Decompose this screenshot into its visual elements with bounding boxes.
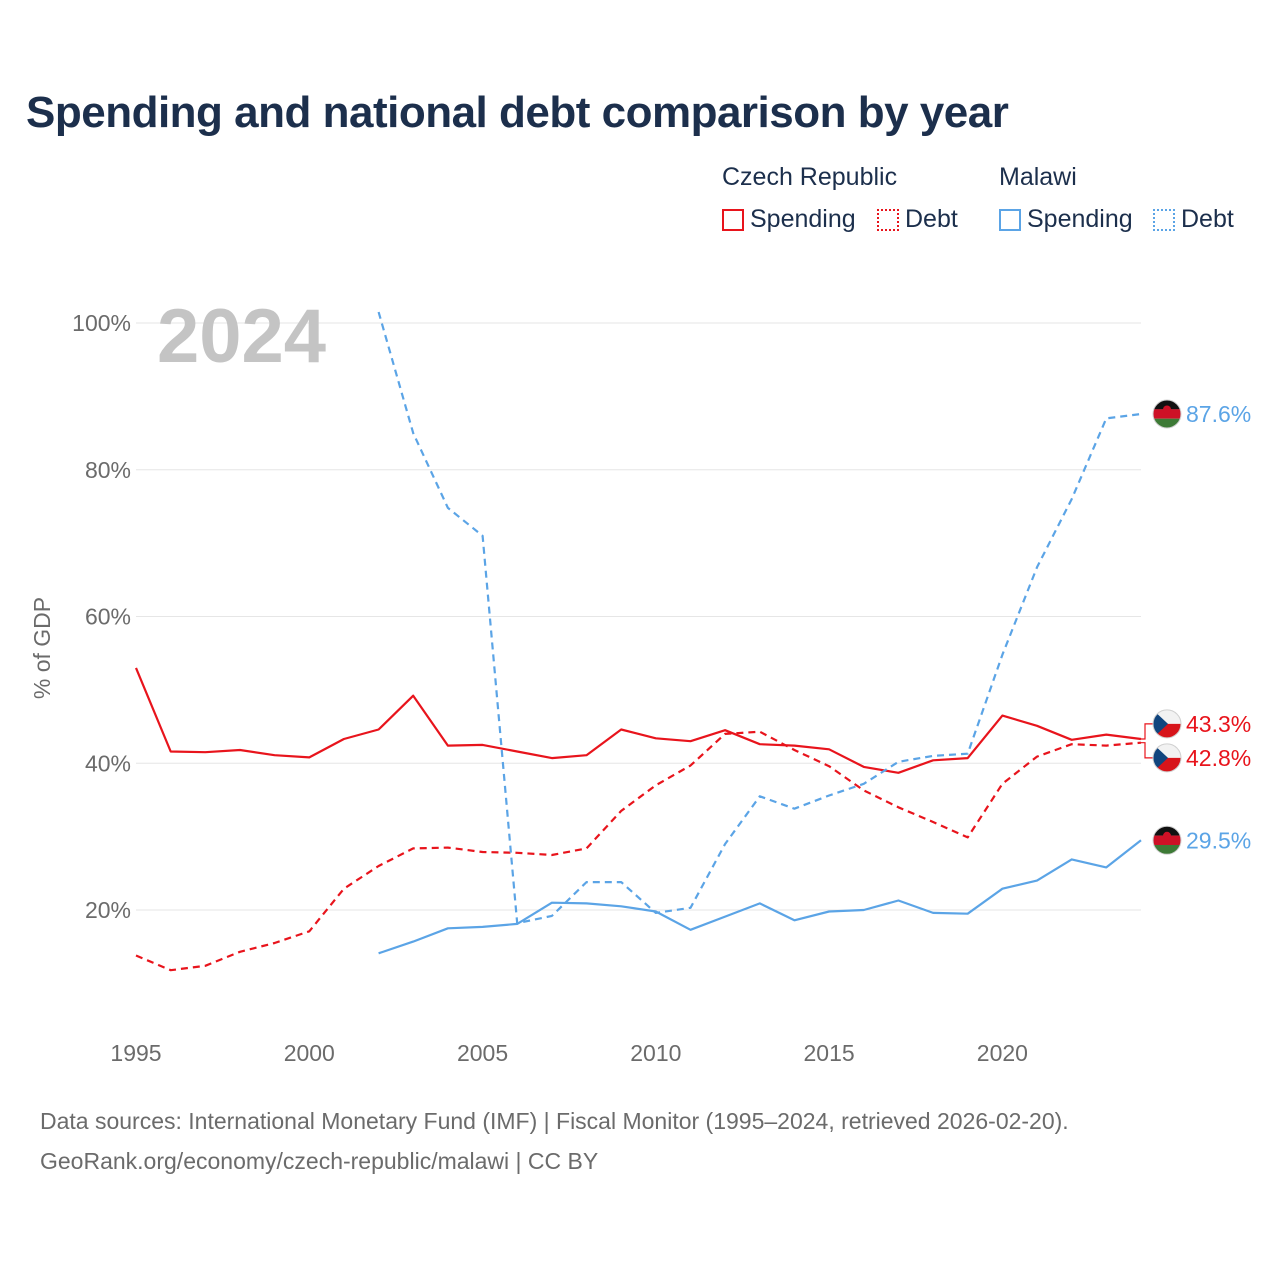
x-tick-label: 2010: [630, 1040, 681, 1066]
series-line-czech-republic-spending[interactable]: [134, 667, 1142, 774]
czech-flag-icon: [1152, 743, 1182, 773]
legend-item-malawi-debt[interactable]: Debt: [1153, 205, 1234, 234]
end-value-label: 87.6%: [1186, 401, 1251, 427]
czech-flag-icon: [1152, 709, 1182, 739]
y-axis-label: % of GDP: [29, 597, 55, 699]
x-tick-label: 2005: [457, 1040, 508, 1066]
legend-item-label: Spending: [1027, 205, 1133, 233]
x-tick-label: 2000: [284, 1040, 335, 1066]
y-tick-label: 40%: [85, 750, 131, 776]
series-line-malawi-debt[interactable]: [377, 311, 1142, 925]
end-markers: 87.6% 43.3% 42.8% 29.5%: [1141, 399, 1251, 855]
y-tick-label: 20%: [85, 897, 131, 923]
end-value-label: 43.3%: [1186, 711, 1251, 737]
x-axis: 1995 2000 2005 2010 2015 2020: [110, 1040, 1028, 1066]
legend-item-czech-debt[interactable]: Debt: [877, 205, 958, 234]
y-tick-label: 80%: [85, 457, 131, 483]
series-lines: [134, 311, 1142, 972]
dotted-swatch-icon: [877, 208, 899, 231]
solid-swatch-icon: [999, 208, 1021, 231]
dotted-swatch-icon: [1153, 208, 1175, 231]
legend-item-label: Spending: [750, 205, 856, 233]
legend-item-malawi-spending[interactable]: Spending: [999, 205, 1133, 234]
y-axis: 20% 40% 60% 80% 100%: [72, 310, 131, 923]
label-connector: [1141, 742, 1153, 759]
series-line-czech-republic-debt[interactable]: [135, 730, 1142, 972]
legend-group-malawi: Malawi: [999, 163, 1077, 191]
solid-swatch-icon: [722, 208, 744, 231]
x-tick-label: 2020: [977, 1040, 1028, 1066]
label-connector: [1141, 723, 1153, 740]
grid-lines: [136, 322, 1141, 911]
end-value-label: 42.8%: [1186, 745, 1251, 771]
footer-link[interactable]: GeoRank.org/economy/czech-republic/malaw…: [40, 1148, 599, 1174]
malawi-flag-icon: [1152, 825, 1182, 855]
legend-item-label: Debt: [1181, 205, 1234, 233]
chart-title: Spending and national debt comparison by…: [26, 88, 1009, 137]
y-tick-label: 60%: [85, 604, 131, 630]
end-value-label: 29.5%: [1186, 827, 1251, 853]
legend-group-czech-republic: Czech Republic: [722, 163, 898, 191]
footer-sources: Data sources: International Monetary Fun…: [40, 1108, 1069, 1134]
year-watermark: 2024: [157, 294, 326, 379]
x-tick-label: 1995: [110, 1040, 161, 1066]
legend-item-label: Debt: [905, 205, 958, 233]
series-line-malawi-spending[interactable]: [378, 839, 1142, 955]
y-tick-label: 100%: [72, 310, 131, 336]
x-tick-label: 2015: [804, 1040, 855, 1066]
legend-item-czech-spending[interactable]: Spending: [722, 205, 856, 234]
malawi-flag-icon: [1152, 399, 1182, 429]
